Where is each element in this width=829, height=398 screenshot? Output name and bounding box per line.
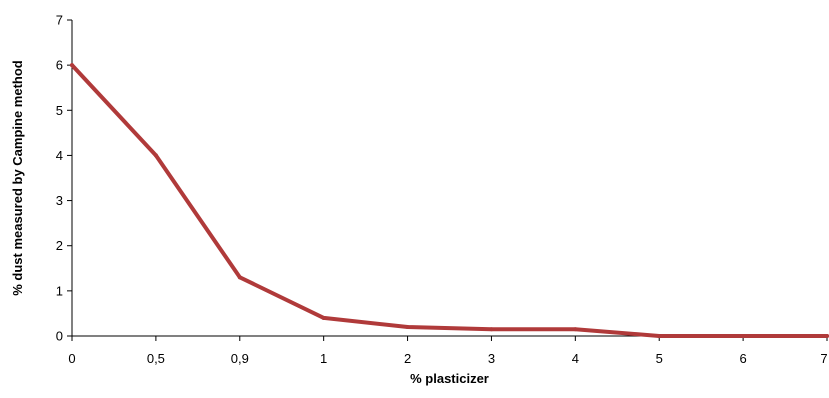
- data-point: [741, 334, 746, 338]
- data-point: [825, 334, 829, 338]
- y-axis-ticks: 0 1 2 3 4 5 6 7: [56, 13, 72, 344]
- y-tick-label: 1: [56, 283, 63, 298]
- x-axis-ticks: 0 0,5 0,9 1 2 3 4 5 6 7: [68, 336, 828, 366]
- y-tick-label: 3: [56, 193, 63, 208]
- y-tick-label: 4: [56, 148, 63, 163]
- data-point: [405, 324, 410, 329]
- x-tick-label: 0,9: [231, 351, 249, 366]
- x-tick-label: 6: [739, 351, 746, 366]
- x-tick-label: 1: [320, 351, 327, 366]
- x-tick-label: 0,5: [147, 351, 165, 366]
- y-tick-label: 2: [56, 238, 63, 253]
- y-tick-label: 5: [56, 103, 63, 118]
- y-axis-title: % dust measured by Campine method: [10, 60, 25, 296]
- x-tick-label: 4: [572, 351, 579, 366]
- data-point: [657, 334, 662, 338]
- x-tick-label: 2: [404, 351, 411, 366]
- data-point: [153, 153, 158, 158]
- y-tick-label: 6: [56, 58, 63, 73]
- data-point: [489, 327, 494, 332]
- x-axis-title: % plasticizer: [410, 371, 489, 386]
- series-line: [70, 63, 829, 338]
- x-tick-label: 0: [68, 351, 75, 366]
- x-tick-label: 3: [488, 351, 495, 366]
- x-tick-label: 7: [820, 351, 827, 366]
- data-point: [70, 63, 74, 68]
- x-tick-label: 5: [656, 351, 663, 366]
- data-point: [573, 327, 578, 332]
- data-point: [237, 275, 242, 280]
- y-tick-label: 0: [56, 329, 63, 344]
- data-point: [321, 315, 326, 320]
- y-tick-label: 7: [56, 13, 63, 28]
